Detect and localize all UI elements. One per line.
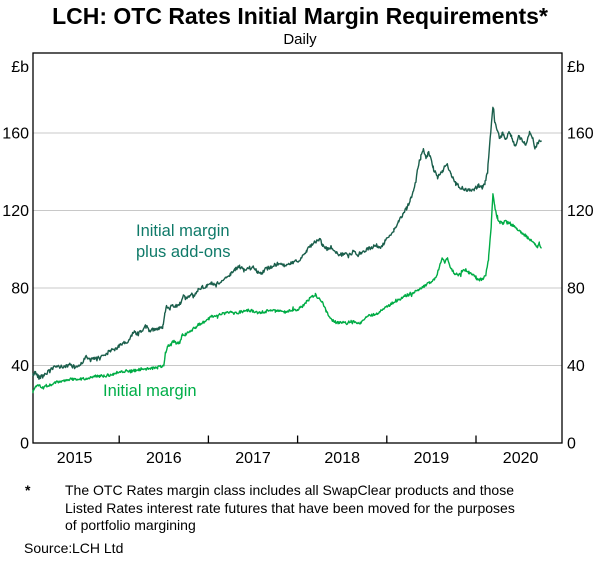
series-label-initial-margin: Initial margin xyxy=(103,382,197,400)
svg-text:80: 80 xyxy=(11,281,29,298)
svg-text:0: 0 xyxy=(567,436,576,453)
svg-text:40: 40 xyxy=(567,358,585,375)
svg-text:2017: 2017 xyxy=(235,450,271,467)
svg-text:£b: £b xyxy=(567,59,585,76)
footnote-text: The OTC Rates margin class includes all … xyxy=(65,482,515,533)
svg-text:2020: 2020 xyxy=(503,450,539,467)
line-chart-plot: 2015 2016 2017 2018 2019 2020 0 0 40 40 80 80 120 120… xyxy=(2,52,594,467)
svg-text:160: 160 xyxy=(2,126,29,143)
svg-text:2018: 2018 xyxy=(324,450,360,467)
source-label: Source: xyxy=(24,540,73,556)
svg-text:160: 160 xyxy=(567,126,594,143)
footnote-marker: * xyxy=(25,482,31,498)
svg-text:2015: 2015 xyxy=(57,450,93,467)
svg-text:£b: £b xyxy=(11,59,29,76)
source-value: LCH Ltd xyxy=(72,540,124,556)
svg-text:80: 80 xyxy=(567,281,585,298)
svg-text:40: 40 xyxy=(11,358,29,375)
chart-title: LCH: OTC Rates Initial Margin Requiremen… xyxy=(52,3,548,29)
svg-text:2016: 2016 xyxy=(146,450,182,467)
series-label-initial-margin-plus-add-ons: Initial margin plus add-ons xyxy=(136,222,231,261)
chart-subtitle: Daily xyxy=(283,31,317,48)
svg-text:2019: 2019 xyxy=(414,450,450,467)
svg-text:120: 120 xyxy=(2,203,29,220)
svg-text:120: 120 xyxy=(567,203,594,220)
svg-text:0: 0 xyxy=(20,436,29,453)
